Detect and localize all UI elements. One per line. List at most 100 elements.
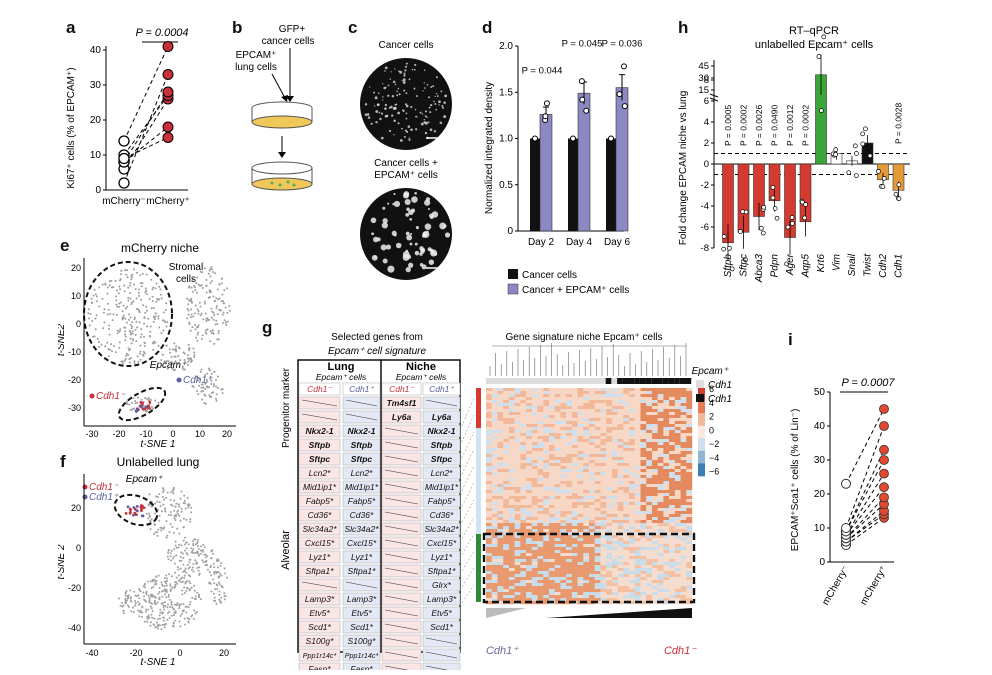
absent-mark <box>384 609 419 617</box>
heatmap-cell <box>520 541 527 545</box>
heatmap-cell <box>686 463 693 467</box>
heatmap-cell <box>640 541 647 545</box>
absent-mark <box>384 497 419 505</box>
heatmap-cell <box>560 571 567 575</box>
cell-point <box>166 612 169 615</box>
cell-point <box>189 582 192 585</box>
heatmap-cell <box>543 556 550 560</box>
heatmap-cell <box>571 538 578 542</box>
heatmap-cell <box>543 427 550 431</box>
cell-point <box>103 321 106 324</box>
heatmap-cell <box>634 412 641 416</box>
heatmap-cell <box>583 427 590 431</box>
heatmap-cell <box>663 496 670 500</box>
cell-cluster <box>419 262 424 267</box>
heatmap-cell <box>651 583 658 587</box>
cell-point <box>153 599 156 602</box>
cell-point <box>204 382 207 385</box>
heatmap-cell <box>657 589 664 593</box>
heatmap-cell <box>663 424 670 428</box>
cell-point <box>183 569 186 572</box>
heatmap-cell <box>674 427 681 431</box>
heatmap-cell <box>583 508 590 512</box>
heatmap-cell <box>611 394 618 398</box>
heatmap-cell <box>491 388 498 392</box>
cell-point <box>185 611 188 614</box>
cell-cluster <box>419 252 423 256</box>
cell-point <box>182 517 185 520</box>
heatmap-cell <box>491 565 498 569</box>
heatmap-cell <box>617 406 624 410</box>
scale-label: 6 <box>709 384 714 394</box>
heatmap-cell <box>577 544 584 548</box>
column-annotation <box>611 378 618 384</box>
heatmap-cell <box>600 595 607 599</box>
point <box>621 103 628 110</box>
cell-point <box>111 319 114 322</box>
table-cell <box>381 396 422 410</box>
heatmap-cell <box>537 562 544 566</box>
table-cell <box>298 648 341 662</box>
cell-point <box>202 318 205 321</box>
heatmap-cell <box>526 478 532 482</box>
cell-point <box>212 571 215 574</box>
heatmap-cell <box>657 427 664 431</box>
heatmap-cell <box>674 553 681 557</box>
heatmap-cell <box>526 514 532 518</box>
heatmap-cell <box>543 535 550 539</box>
heatmap-cell <box>566 439 573 443</box>
heatmap-cell <box>583 565 590 569</box>
heatmap-cell <box>680 430 687 434</box>
absent-mark <box>384 553 419 561</box>
cell-point <box>187 506 190 509</box>
heatmap-cell <box>491 400 498 404</box>
heatmap-cell <box>577 517 584 521</box>
heatmap-cell <box>680 562 687 566</box>
heatmap-cell <box>634 586 641 590</box>
heatmap-cell <box>589 508 595 512</box>
heatmap-cell <box>634 520 641 524</box>
heatmap-cell <box>548 412 555 416</box>
heatmap-cell <box>497 469 504 473</box>
column-annotation <box>582 378 589 384</box>
heatmap-cell <box>491 454 498 458</box>
heatmap-cell <box>589 436 595 440</box>
heatmap-cell <box>589 529 595 533</box>
heatmap-cell <box>651 448 658 452</box>
heatmap-cell <box>680 433 687 437</box>
cell-point <box>143 316 146 319</box>
cell-point <box>182 539 185 542</box>
heatmap-cell <box>606 400 613 404</box>
heatmap-cell <box>566 457 573 461</box>
cell-point <box>157 401 160 404</box>
point <box>620 63 627 70</box>
cell-point <box>217 576 220 579</box>
heatmap-cell <box>629 457 635 461</box>
heatmap-cell <box>634 436 641 440</box>
heatmap-cell <box>526 544 532 548</box>
cell-point <box>101 297 104 300</box>
cell-point <box>178 578 181 581</box>
heatmap-cell <box>674 583 681 587</box>
heatmap-cell <box>514 478 521 482</box>
heatmap-cell <box>577 415 584 419</box>
heatmap-cell <box>657 388 664 392</box>
heatmap-cell <box>537 490 544 494</box>
heatmap-cell <box>571 499 578 503</box>
absent-mark <box>384 455 419 463</box>
heatmap-cell <box>606 556 613 560</box>
gene-entry: Nkx2-1 <box>428 426 456 436</box>
cell-point <box>145 305 148 308</box>
heatmap-cell <box>657 430 664 434</box>
cell-point <box>197 594 200 597</box>
cell-point <box>149 624 152 627</box>
heatmap-cell <box>583 436 590 440</box>
heatmap-cell <box>686 508 693 512</box>
heatmap-cell <box>686 493 693 497</box>
point <box>570 135 576 142</box>
heatmap-cell <box>629 529 635 533</box>
cell-point <box>145 325 148 328</box>
cell-point <box>153 617 156 620</box>
heatmap-cell <box>537 583 544 587</box>
heatmap-cell <box>543 436 550 440</box>
